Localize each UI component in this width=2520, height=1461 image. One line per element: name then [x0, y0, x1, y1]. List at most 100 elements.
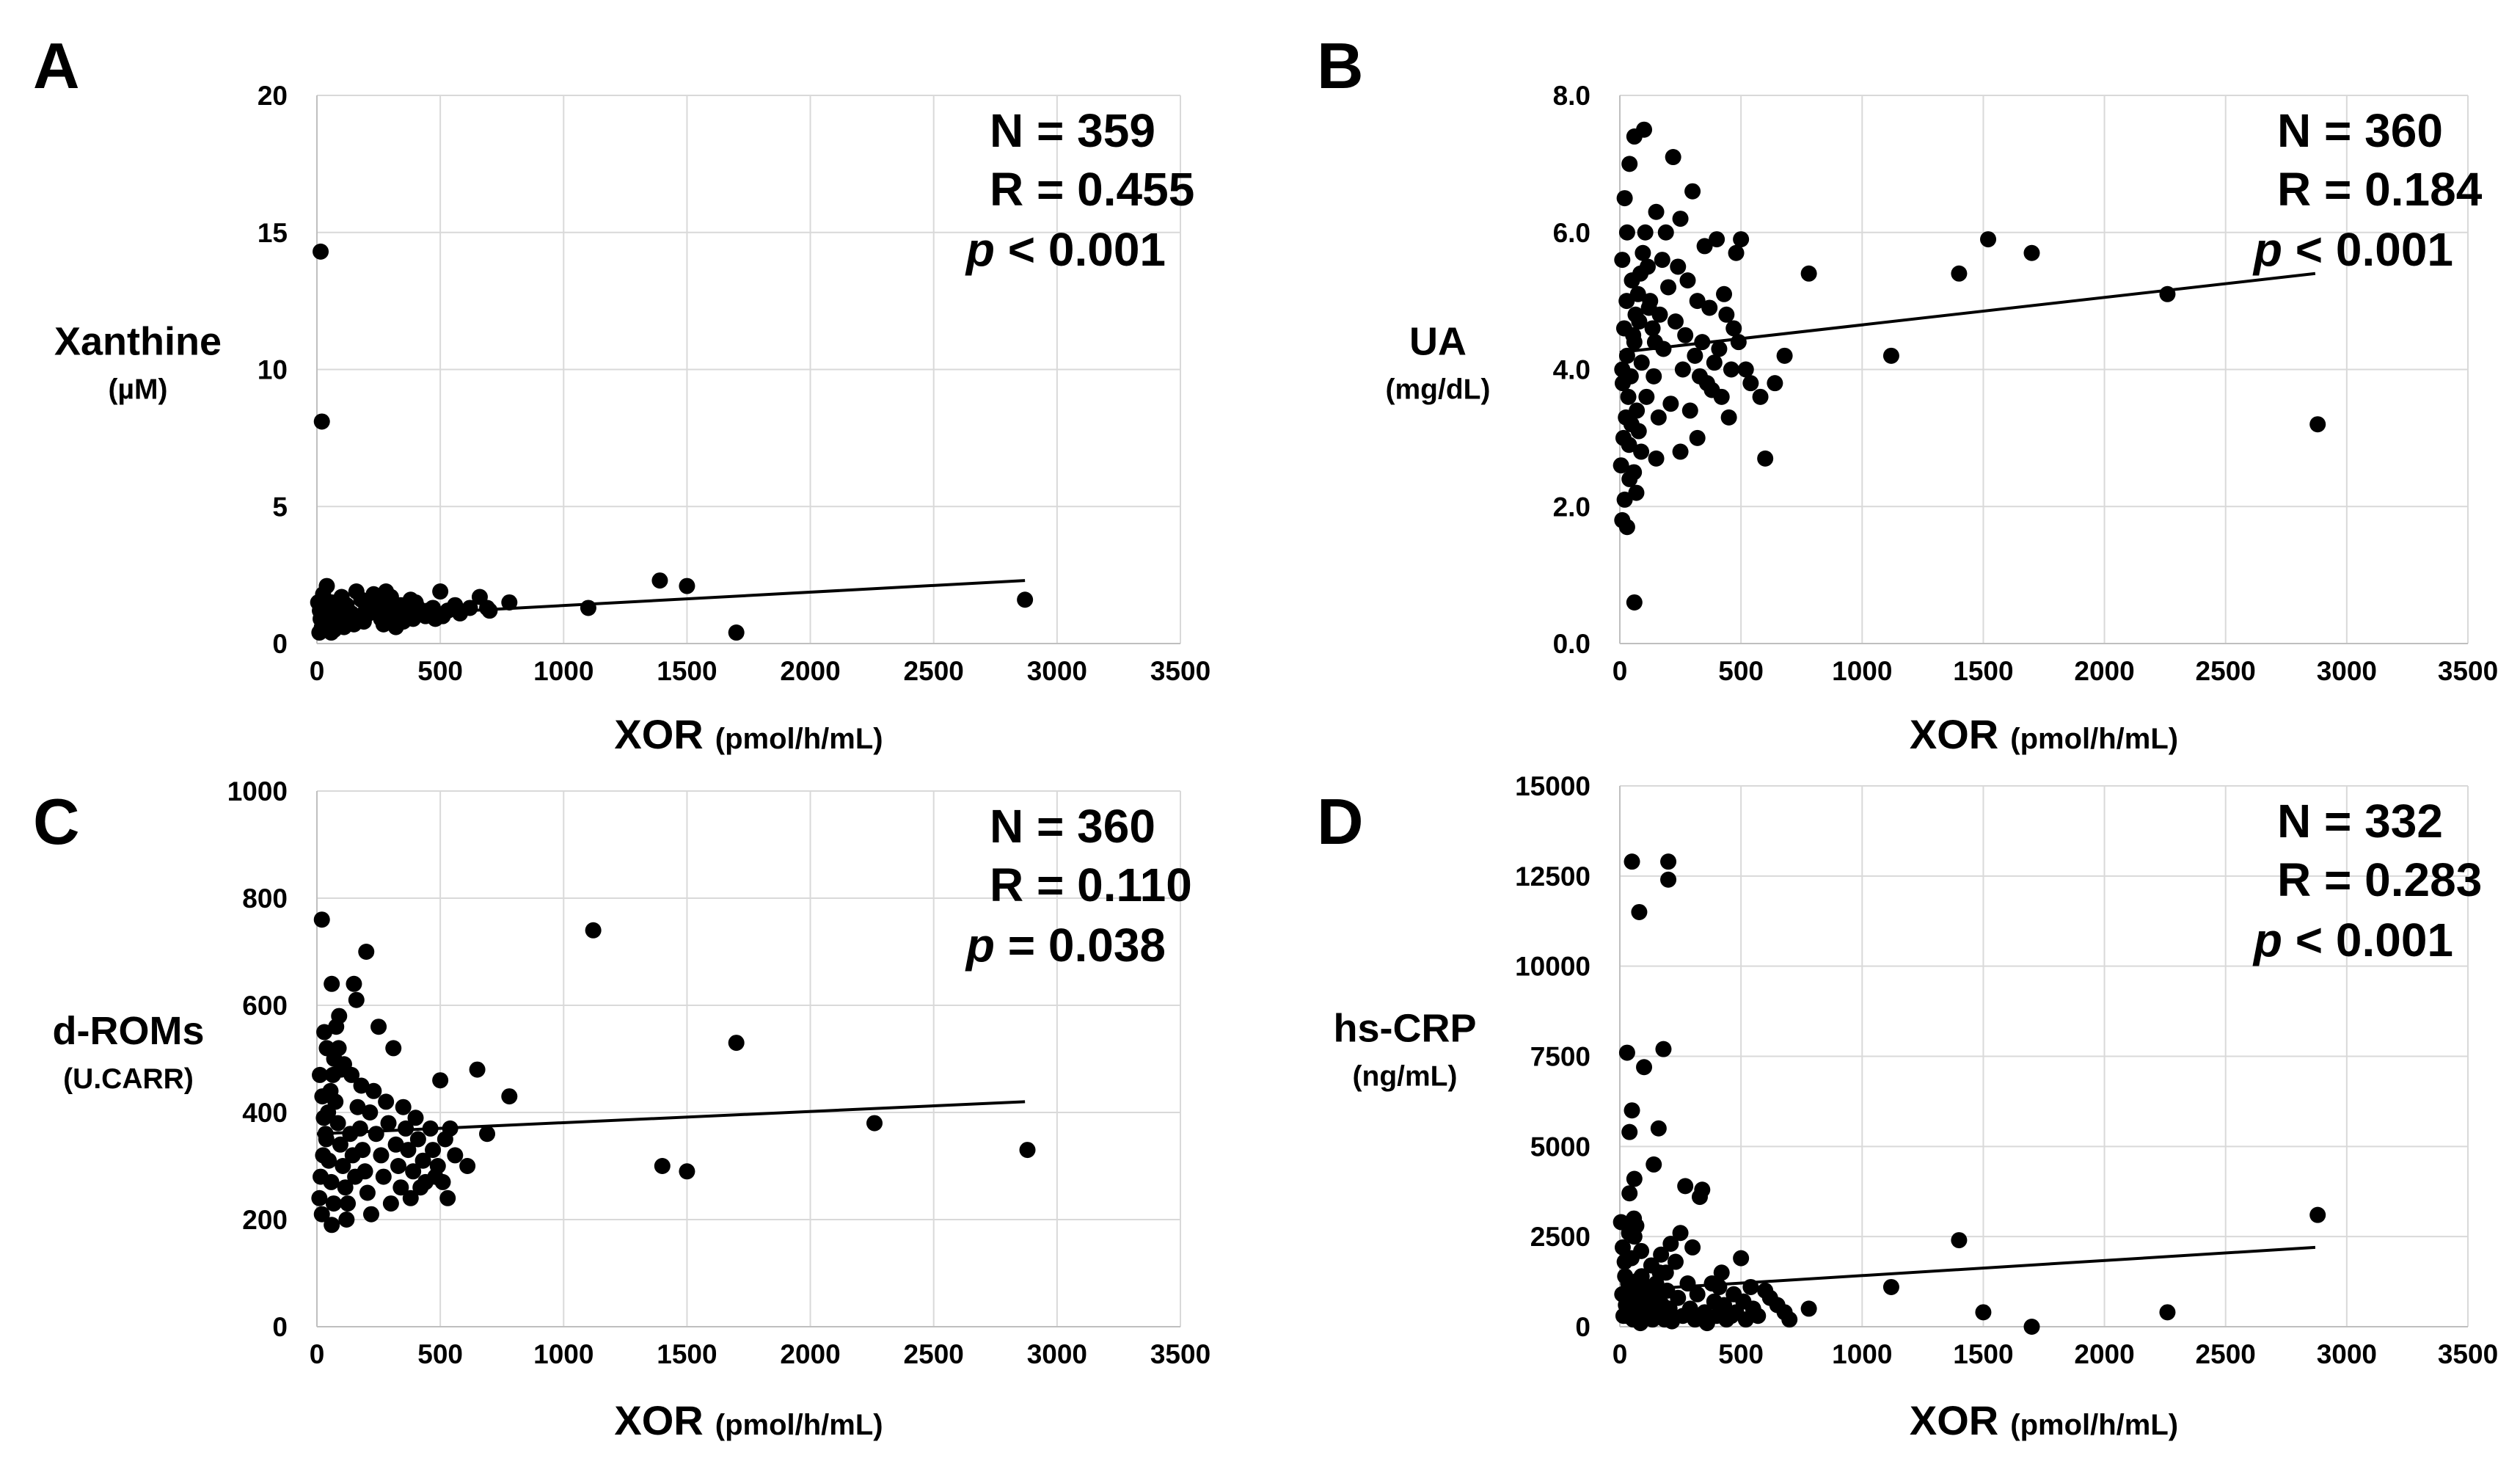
data-point — [425, 1142, 442, 1159]
y-tick-label: 600 — [242, 991, 288, 1021]
scatter-points — [311, 911, 1036, 1234]
stat-p: p < 0.001 — [2252, 223, 2453, 276]
data-point — [338, 1212, 355, 1228]
data-point — [1636, 1059, 1653, 1076]
x-tick-label: 3500 — [2438, 1339, 2498, 1369]
x-axis-label: XOR — [614, 711, 703, 757]
y-tick-label: 400 — [242, 1098, 288, 1128]
data-point — [501, 594, 518, 611]
data-point — [385, 1040, 402, 1057]
data-point — [1767, 375, 1783, 392]
stat-p-symbol: p — [965, 919, 995, 972]
y-tick-label: 0 — [272, 1312, 288, 1342]
stat-p-value: < 0.001 — [2282, 914, 2453, 966]
data-point — [362, 1206, 379, 1223]
data-point — [1776, 347, 1793, 364]
stat-p-symbol: p — [2252, 914, 2282, 966]
y-tick-label: 10 — [258, 355, 288, 385]
data-point — [1684, 183, 1701, 200]
x-tick-label: 0 — [1613, 1339, 1628, 1369]
x-tick-label: 1000 — [1832, 656, 1892, 686]
x-axis-unit: (pmol/h/mL) — [715, 723, 883, 755]
data-point — [1650, 1120, 1667, 1137]
x-tick-label: 1500 — [1953, 656, 2013, 686]
data-point — [378, 583, 395, 600]
y-tick-label: 12500 — [1515, 861, 1590, 892]
x-tick-label: 500 — [417, 656, 463, 686]
data-point — [357, 1163, 373, 1180]
data-point — [1761, 1289, 1778, 1306]
data-point — [1618, 1044, 1635, 1061]
data-point — [654, 1158, 671, 1174]
y-axis-label: UA — [1409, 320, 1467, 364]
data-point — [1679, 272, 1696, 289]
data-point — [370, 1019, 387, 1035]
y-tick-label: 6.0 — [1553, 218, 1590, 248]
data-point — [1720, 409, 1737, 426]
data-point — [328, 1019, 345, 1035]
data-point — [1624, 853, 1640, 870]
data-point — [1975, 1304, 1992, 1321]
data-point — [2023, 244, 2040, 261]
data-point — [1672, 443, 1689, 460]
data-point — [407, 1110, 424, 1126]
data-point — [1642, 293, 1659, 310]
stat-p-value: = 0.038 — [995, 919, 1166, 972]
x-axis-unit: (pmol/h/mL) — [715, 1409, 883, 1441]
data-point — [1716, 285, 1733, 302]
data-point — [1725, 320, 1742, 337]
x-tick-label: 1000 — [533, 656, 594, 686]
data-point — [387, 1136, 404, 1153]
data-point — [1733, 1250, 1750, 1267]
y-axis-label: Xanthine — [54, 320, 222, 364]
data-point — [330, 1040, 347, 1057]
x-tick-label: 500 — [417, 1339, 463, 1369]
data-point — [1631, 903, 1648, 920]
trend-line — [1619, 1245, 2316, 1292]
data-point — [1648, 450, 1665, 467]
data-point — [452, 605, 469, 622]
data-point — [439, 1189, 456, 1206]
data-point — [348, 991, 365, 1008]
data-point — [1617, 1268, 1634, 1285]
data-point — [434, 1173, 451, 1190]
data-point — [409, 1131, 426, 1148]
y-tick-label: 15000 — [1515, 771, 1590, 801]
x-tick-label: 2000 — [780, 1339, 840, 1369]
data-point — [1651, 306, 1668, 323]
x-axis-label: XOR — [1910, 711, 1998, 757]
x-axis-title: XOR (pmol/h/mL) — [614, 1397, 883, 1443]
data-point — [328, 597, 345, 613]
data-point — [324, 975, 340, 992]
data-point — [340, 1195, 357, 1212]
data-point — [380, 1115, 397, 1132]
x-tick-label: 500 — [1718, 1339, 1764, 1369]
data-point — [1750, 1308, 1767, 1325]
data-point — [1613, 457, 1629, 474]
x-tick-label: 1500 — [657, 656, 717, 686]
x-axis-title: XOR (pmol/h/mL) — [1910, 1397, 2178, 1443]
x-axis-label: XOR — [1910, 1397, 1998, 1443]
x-tick-label: 3000 — [2317, 656, 2377, 686]
x-tick-label: 2500 — [2196, 656, 2256, 686]
data-point — [1735, 1293, 1752, 1310]
scatter-points — [1613, 853, 2326, 1335]
x-axis-title: XOR (pmol/h/mL) — [614, 711, 883, 757]
data-point — [1980, 231, 1997, 248]
y-axis-unit: (mg/dL) — [1386, 374, 1491, 406]
data-point — [315, 1110, 332, 1126]
data-point — [1674, 361, 1691, 378]
trend-line — [1619, 272, 2316, 354]
data-point — [330, 616, 347, 633]
data-point — [728, 624, 745, 641]
data-point — [1644, 320, 1661, 337]
y-tick-label: 20 — [258, 81, 288, 111]
data-point — [349, 1099, 366, 1115]
data-point — [2309, 416, 2326, 433]
x-tick-label: 2000 — [2074, 656, 2134, 686]
data-point — [395, 1099, 412, 1115]
stat-p: p = 0.038 — [965, 919, 1166, 972]
data-point — [1635, 244, 1651, 261]
data-point — [1651, 1264, 1668, 1281]
